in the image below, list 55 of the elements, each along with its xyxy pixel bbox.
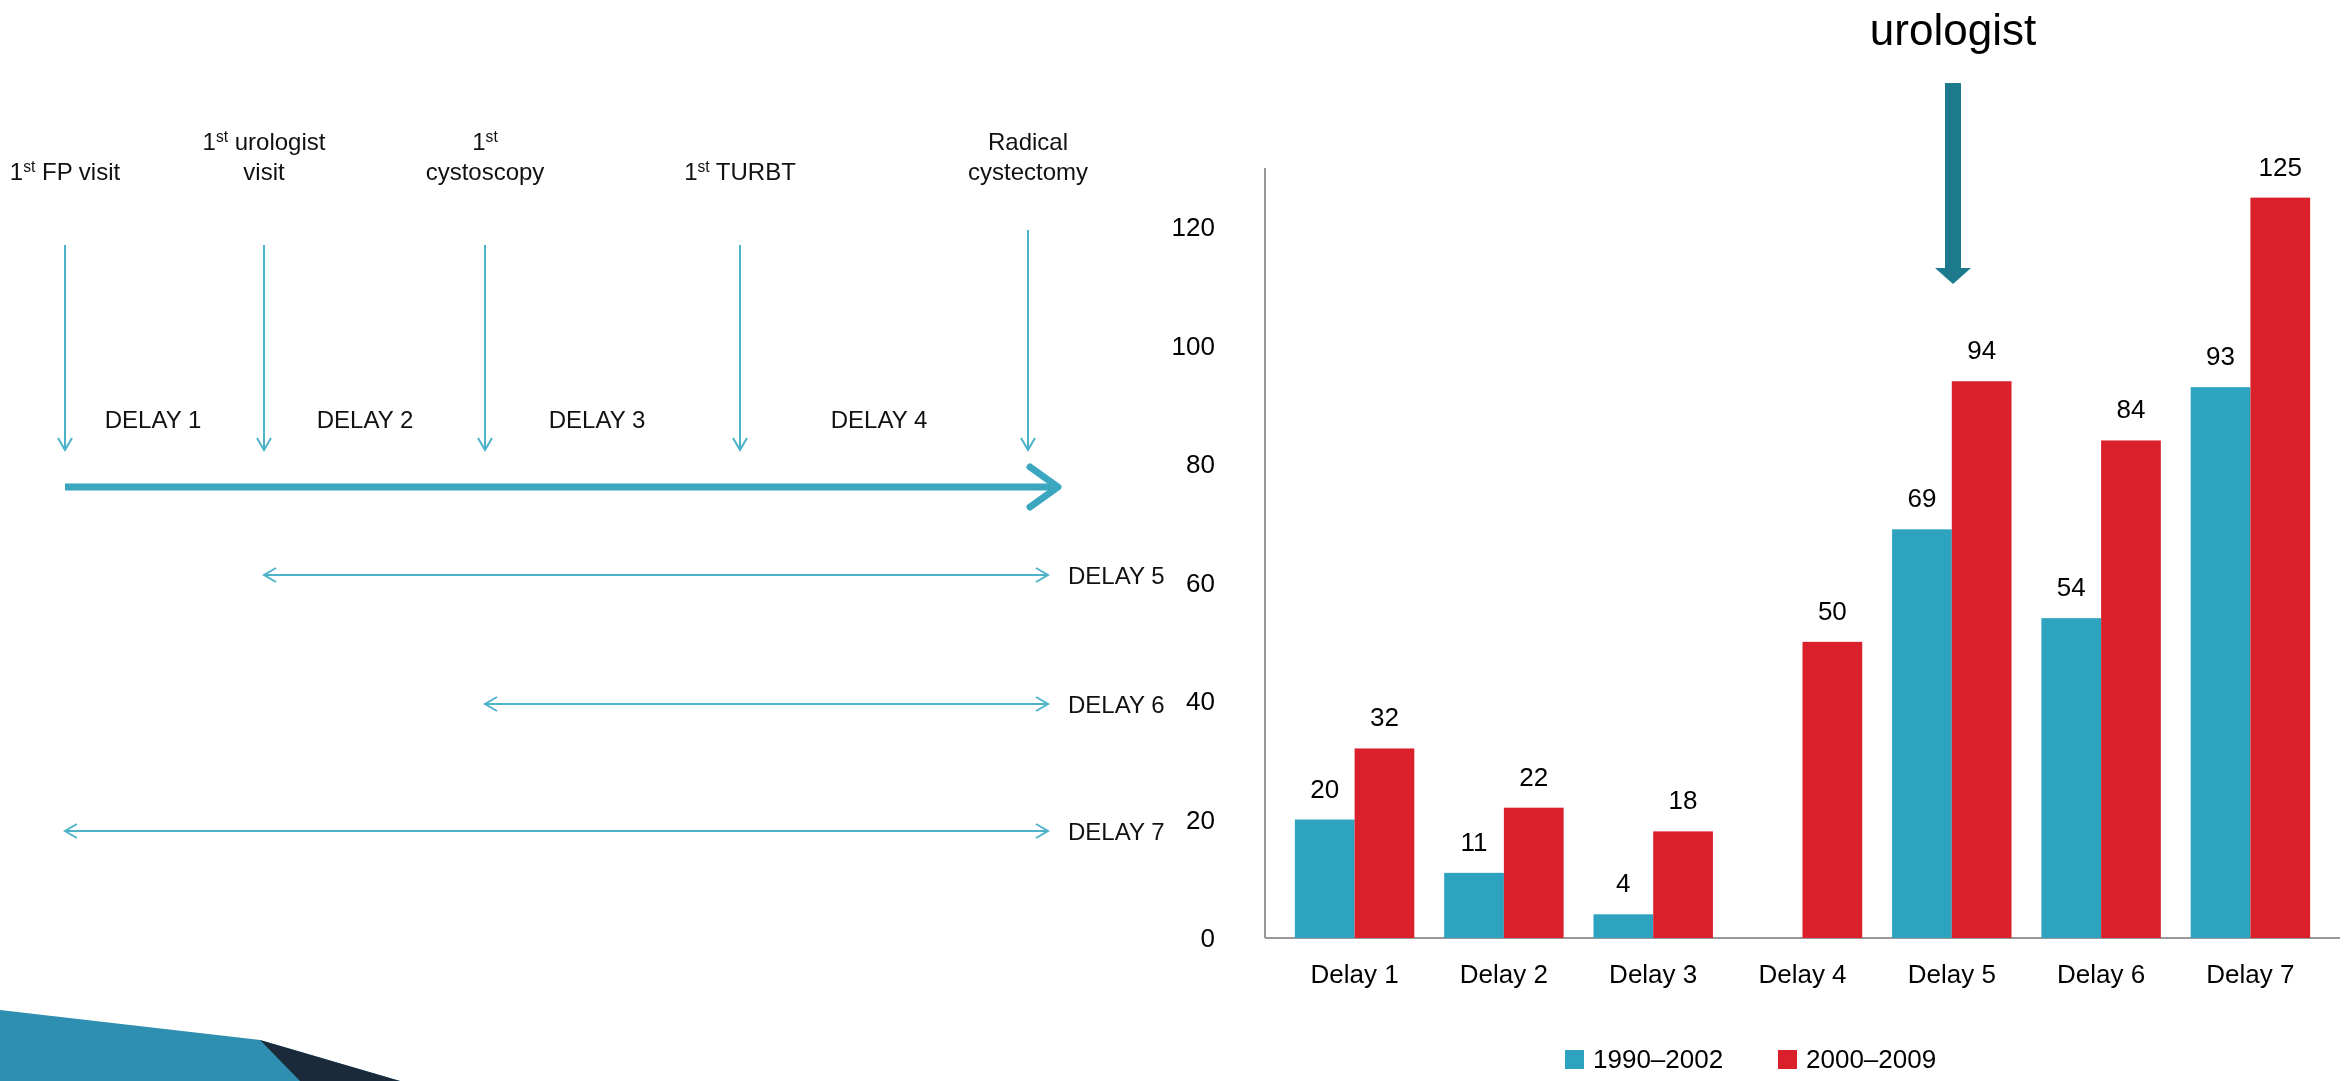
text: urologist: [1869, 5, 2037, 54]
data-label: 20: [1310, 773, 1340, 804]
bar: [1951, 381, 2012, 938]
text: 1$^{st}$ cystoscopy: [425, 127, 545, 185]
y-tick-label: 20: [1186, 804, 1215, 835]
text: DELAY 7: [1068, 818, 1165, 845]
y-tick-label: 80: [1186, 449, 1215, 480]
bar: [1892, 529, 1952, 938]
x-tick-label: Delay 7: [2206, 959, 2295, 989]
bar: [1802, 641, 1863, 938]
text: 1$^{st}$ TURBT: [684, 157, 797, 185]
text: Radical cystectomy: [967, 128, 1089, 185]
data-label: 32: [1369, 702, 1399, 733]
bar: [1653, 831, 1713, 938]
data-label: 4: [1616, 868, 1631, 899]
data-label: 54: [2056, 572, 2086, 603]
x-tick-label: Delay 5: [1907, 959, 1996, 989]
text: DELAY 2: [316, 406, 414, 433]
data-label: 125: [2258, 151, 2302, 182]
bar: [2190, 387, 2251, 938]
text: DELAY 5: [1068, 562, 1165, 589]
y-tick-label: 40: [1186, 686, 1215, 717]
data-label: 11: [1460, 826, 1488, 857]
bar: [1593, 914, 1654, 938]
x-tick-label: Delay 1: [1310, 959, 1399, 989]
data-label: 69: [1907, 483, 1937, 514]
text: DELAY 1: [104, 406, 202, 433]
legend-label: 1990–2002: [1593, 1044, 1724, 1074]
bar: [2250, 197, 2311, 938]
bar: [2041, 618, 2102, 938]
text: 1$^{st}$ urologist visit: [202, 127, 326, 185]
y-tick-label: 0: [1200, 923, 1215, 954]
data-label: 84: [2116, 394, 2146, 425]
y-tick-label: 120: [1171, 212, 1215, 243]
x-tick-label: Delay 3: [1609, 959, 1698, 989]
x-tick-label: Delay 6: [2057, 959, 2146, 989]
x-tick-label: Delay 2: [1459, 959, 1548, 989]
text: 1$^{st}$ FP visit: [9, 157, 121, 185]
bar: [1444, 872, 1504, 938]
text: DELAY 4: [830, 406, 928, 433]
bar: [1354, 748, 1415, 938]
x-tick-label: Delay 4: [1758, 959, 1847, 989]
data-label: 94: [1967, 335, 1997, 366]
text: DELAY 6: [1068, 691, 1165, 718]
legend-label: 2000–2009: [1806, 1044, 1937, 1074]
bar: [2101, 440, 2161, 938]
bar: [1294, 819, 1355, 938]
text: DELAY 3: [548, 406, 646, 433]
y-tick-label: 60: [1186, 567, 1215, 598]
y-tick-label: 100: [1171, 330, 1215, 361]
data-label: 50: [1817, 595, 1847, 626]
data-label: 22: [1519, 761, 1549, 792]
data-label: 93: [2206, 341, 2236, 372]
data-label: 18: [1668, 785, 1698, 816]
bar: [1503, 807, 1564, 938]
